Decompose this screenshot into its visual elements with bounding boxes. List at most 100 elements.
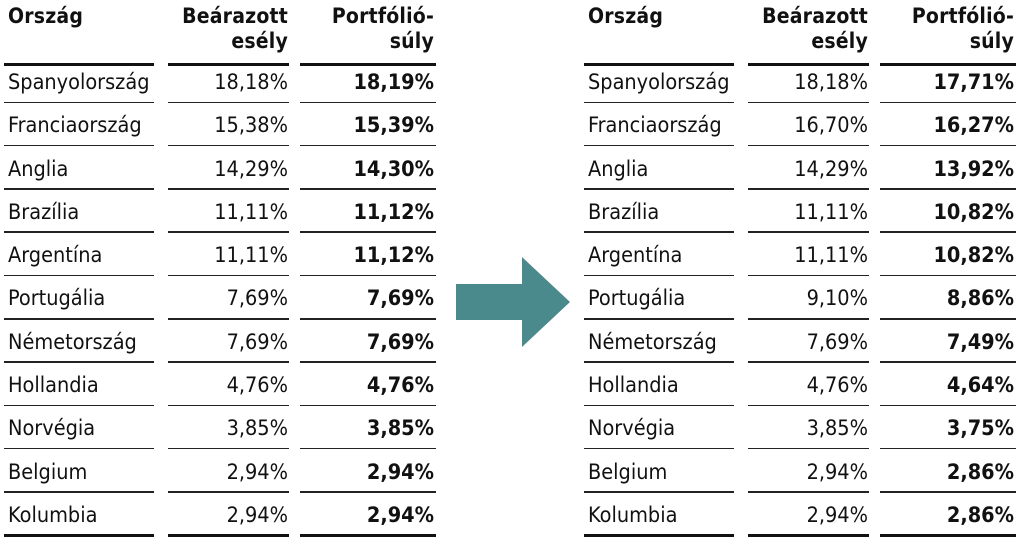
country-cell: Norvégia — [588, 416, 676, 442]
header-weight: Portfólió-súly — [911, 4, 1014, 53]
header-rule — [748, 63, 869, 66]
country-cell: Argentína — [588, 243, 683, 269]
row-divider — [880, 101, 1016, 104]
implied-cell: 3,85% — [226, 416, 288, 442]
row-divider — [748, 231, 869, 233]
row-divider — [880, 534, 1016, 538]
weight-cell: 2,94% — [366, 459, 434, 485]
row-divider — [4, 491, 154, 493]
implied-cell: 2,94% — [806, 502, 868, 528]
row-divider — [880, 361, 1016, 363]
header-rule — [168, 63, 289, 66]
row-divider — [4, 274, 154, 277]
header-country: Ország — [588, 4, 664, 28]
header-country: Ország — [8, 4, 84, 28]
header-rule — [584, 63, 734, 66]
header-implied: Beárazott esély — [182, 4, 288, 53]
row-divider — [168, 317, 289, 320]
row-divider — [880, 447, 1016, 450]
weight-cell: 7,49% — [946, 329, 1014, 355]
row-divider — [300, 188, 436, 190]
weight-cell: 4,76% — [366, 373, 434, 399]
country-cell: Belgium — [588, 459, 668, 485]
row-divider — [880, 231, 1016, 233]
implied-cell: 11,11% — [214, 243, 288, 269]
row-divider — [300, 274, 436, 277]
row-divider — [584, 317, 734, 320]
header-rule — [4, 63, 154, 66]
country-cell: Hollandia — [8, 373, 99, 399]
weight-cell: 8,86% — [946, 286, 1014, 312]
row-divider — [300, 361, 436, 363]
weight-cell: 14,30% — [353, 156, 434, 182]
implied-cell: 18,18% — [794, 70, 868, 95]
row-divider — [584, 491, 734, 493]
weight-cell: 3,75% — [946, 416, 1014, 442]
row-divider — [4, 361, 154, 363]
country-cell: Kolumbia — [588, 502, 678, 528]
implied-cell: 3,85% — [806, 416, 868, 442]
row-divider — [748, 274, 869, 277]
country-cell: Spanyolország — [8, 70, 150, 95]
country-cell: Spanyolország — [588, 70, 730, 95]
implied-cell: 11,11% — [794, 243, 868, 269]
country-cell: Argentína — [8, 243, 103, 269]
weight-cell: 2,86% — [946, 459, 1014, 485]
row-divider — [748, 144, 869, 147]
row-divider — [748, 404, 869, 407]
weight-cell: 11,12% — [353, 243, 434, 269]
country-cell: Hollandia — [588, 373, 679, 399]
row-divider — [584, 101, 734, 104]
row-divider — [4, 534, 154, 538]
weight-cell: 4,64% — [946, 373, 1014, 399]
implied-cell: 7,69% — [806, 329, 868, 355]
country-cell: Anglia — [588, 156, 649, 182]
country-cell: Belgium — [8, 459, 88, 485]
country-cell: Brazília — [588, 199, 660, 225]
weight-cell: 2,94% — [366, 502, 434, 528]
implied-cell: 9,10% — [806, 286, 868, 312]
country-cell: Németország — [588, 329, 717, 355]
implied-cell: 2,94% — [806, 459, 868, 485]
weight-cell: 7,69% — [366, 329, 434, 355]
row-divider — [4, 101, 154, 104]
row-divider — [168, 144, 289, 147]
row-divider — [584, 447, 734, 450]
weight-cell: 10,82% — [933, 199, 1014, 225]
implied-cell: 2,94% — [226, 502, 288, 528]
row-divider — [584, 144, 734, 147]
weight-cell: 18,19% — [353, 70, 434, 95]
row-divider — [880, 491, 1016, 493]
row-divider — [4, 447, 154, 450]
row-divider — [880, 274, 1016, 277]
row-divider — [880, 188, 1016, 190]
row-divider — [748, 317, 869, 320]
header-rule — [300, 63, 436, 66]
row-divider — [300, 101, 436, 104]
row-divider — [748, 188, 869, 190]
row-divider — [748, 491, 869, 493]
country-cell: Franciaország — [8, 113, 142, 139]
country-cell: Norvégia — [8, 416, 96, 442]
weight-cell: 7,69% — [366, 286, 434, 312]
row-divider — [168, 231, 289, 233]
country-cell: Portugália — [8, 286, 106, 312]
header-weight: Portfólió-súly — [331, 4, 434, 53]
row-divider — [584, 188, 734, 190]
row-divider — [584, 534, 734, 538]
weight-cell: 2,86% — [946, 502, 1014, 528]
row-divider — [584, 274, 734, 277]
implied-cell: 4,76% — [226, 373, 288, 399]
row-divider — [4, 317, 154, 320]
country-cell: Brazília — [8, 199, 80, 225]
row-divider — [300, 144, 436, 147]
row-divider — [4, 144, 154, 147]
implied-cell: 16,70% — [794, 113, 868, 139]
row-divider — [584, 361, 734, 363]
implied-cell: 7,69% — [226, 329, 288, 355]
row-divider — [300, 491, 436, 493]
row-divider — [4, 404, 154, 407]
weight-cell: 15,39% — [353, 113, 434, 139]
implied-cell: 14,29% — [214, 156, 288, 182]
row-divider — [584, 231, 734, 233]
